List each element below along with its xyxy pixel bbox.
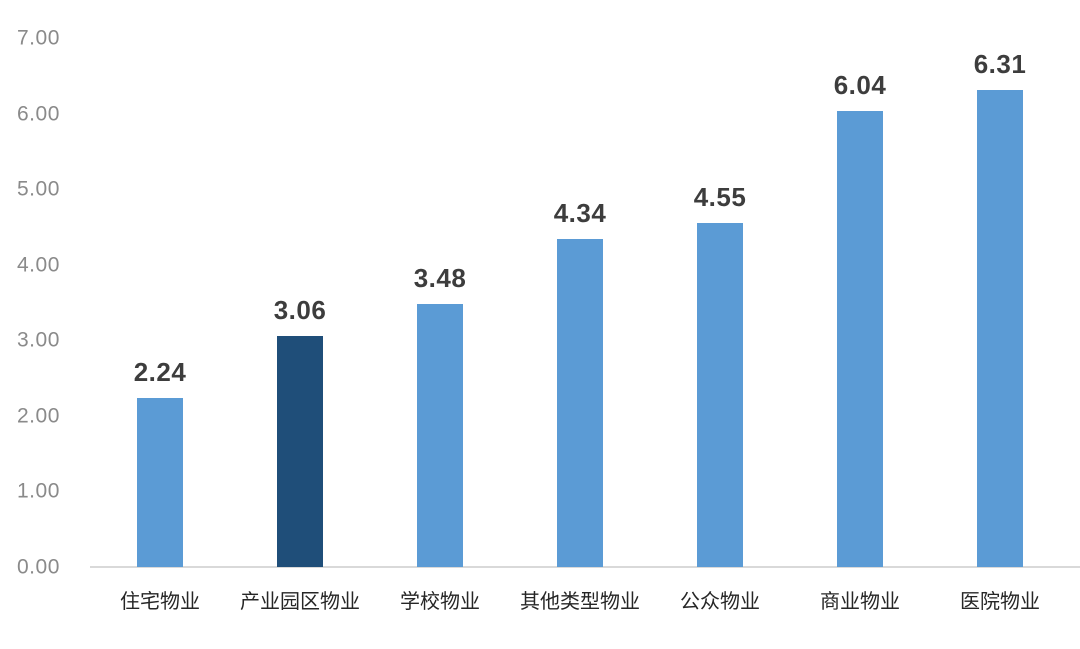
bar-学校物业 — [417, 304, 463, 567]
y-axis-tick-label: 1.00 — [17, 479, 60, 503]
y-axis-tick-label: 3.00 — [17, 328, 60, 352]
x-axis-line — [90, 566, 1080, 568]
y-axis-tick-label: 0.00 — [17, 555, 60, 579]
y-axis-tick-label: 6.00 — [17, 102, 60, 126]
category-label: 医院物业 — [960, 591, 1040, 613]
y-axis-tick-label: 5.00 — [17, 177, 60, 201]
bar-公众物业 — [697, 223, 743, 567]
bar-产业园区物业 — [277, 335, 323, 567]
bar-医院物业 — [977, 90, 1023, 567]
category-label: 公众物业 — [680, 591, 760, 613]
bar-value-label: 4.34 — [553, 198, 607, 229]
category-label: 其他类型物业 — [520, 591, 640, 613]
y-axis-tick-label: 2.00 — [17, 404, 60, 428]
bar-value-label: 3.48 — [413, 263, 467, 293]
category-label: 商业物业 — [820, 591, 900, 613]
bar-住宅物业 — [137, 397, 183, 567]
bar-value-label: 6.31 — [973, 49, 1027, 80]
bar-value-label: 6.04 — [833, 69, 887, 100]
category-label: 住宅物业 — [120, 591, 200, 613]
category-label: 学校物业 — [400, 591, 480, 613]
bar-其他类型物业 — [557, 239, 603, 567]
y-axis-tick-label: 7.00 — [17, 26, 60, 50]
bar-商业物业 — [837, 110, 883, 567]
y-axis-tick-label: 4.00 — [17, 253, 60, 277]
bar-value-label: 3.06 — [273, 294, 327, 325]
bar-value-label: 2.24 — [133, 356, 187, 387]
category-label: 产业园区物业 — [240, 591, 360, 613]
bar-value-label: 4.55 — [693, 182, 747, 213]
